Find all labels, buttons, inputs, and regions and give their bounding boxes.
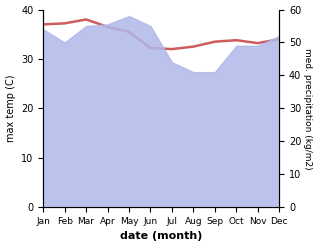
X-axis label: date (month): date (month)	[120, 231, 203, 242]
Y-axis label: max temp (C): max temp (C)	[5, 75, 16, 142]
Y-axis label: med. precipitation (kg/m2): med. precipitation (kg/m2)	[303, 48, 313, 169]
